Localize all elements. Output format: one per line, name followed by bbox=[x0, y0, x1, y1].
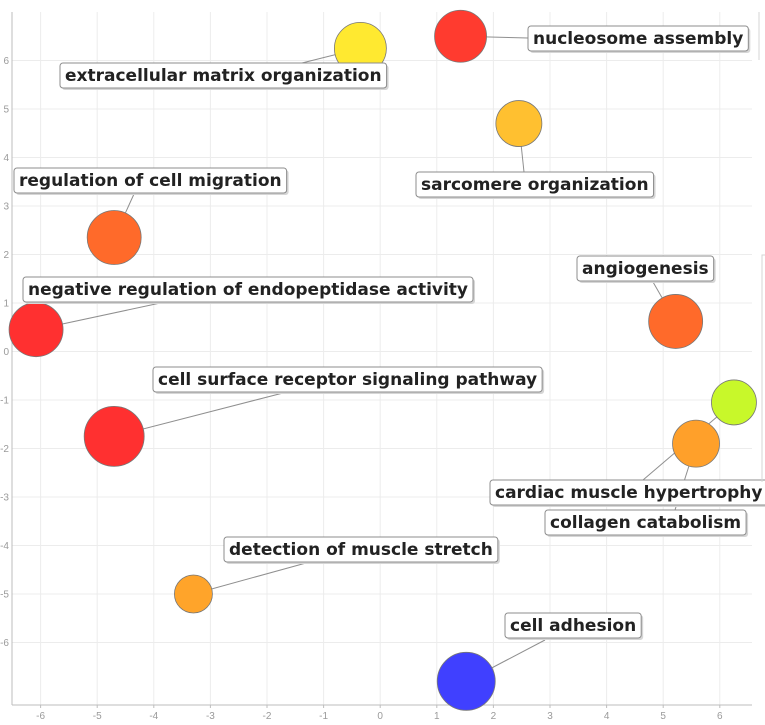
bubble-labels: nucleosome assembly extracellular matrix … bbox=[13, 25, 765, 640]
x-tick-label: 5 bbox=[660, 711, 666, 722]
bubbles bbox=[8, 9, 757, 711]
bubble-label[interactable]: sarcomere organization bbox=[415, 171, 656, 199]
bubble-label[interactable]: angiogenesis bbox=[576, 255, 716, 283]
label-box bbox=[223, 536, 499, 563]
bubble-label[interactable]: regulation of cell migration bbox=[13, 167, 289, 195]
bubble-point[interactable] bbox=[86, 210, 142, 265]
bubble-label[interactable]: cell surface receptor signaling pathway bbox=[152, 366, 545, 394]
y-tick-label: -2 bbox=[0, 444, 9, 455]
label-box bbox=[22, 276, 474, 303]
bubble-point[interactable] bbox=[8, 302, 64, 358]
y-tick-label: -5 bbox=[0, 590, 9, 601]
bubble-point[interactable] bbox=[436, 651, 496, 711]
label-box bbox=[59, 62, 388, 89]
bubble-label-text: cell surface receptor signaling pathway bbox=[158, 370, 537, 390]
label-box bbox=[576, 255, 715, 282]
y-tick-label: 2 bbox=[3, 250, 9, 261]
side-panel-edge bbox=[758, 12, 765, 482]
bubble-label-text: extracellular matrix organization bbox=[65, 66, 382, 86]
x-tick-label: -3 bbox=[206, 711, 215, 722]
bubble-label-text: detection of muscle stretch bbox=[229, 540, 493, 560]
bubble-point[interactable] bbox=[495, 100, 543, 147]
bubble-label[interactable]: detection of muscle stretch bbox=[223, 536, 500, 564]
y-tick-label: 1 bbox=[3, 299, 9, 310]
leader-line bbox=[193, 562, 307, 595]
bubble-point[interactable] bbox=[648, 294, 704, 349]
bubble-label[interactable]: cell adhesion bbox=[504, 612, 644, 640]
bubble-point[interactable] bbox=[711, 379, 757, 426]
y-tick-label: -4 bbox=[0, 541, 9, 552]
x-tick-label: 6 bbox=[717, 711, 723, 722]
x-tick-label: 1 bbox=[434, 711, 440, 722]
bubble-label-text: angiogenesis bbox=[582, 259, 709, 279]
y-tick-label: -1 bbox=[0, 396, 9, 407]
y-tick-label: 3 bbox=[3, 202, 9, 213]
label-box bbox=[504, 612, 642, 639]
y-tick-label: 5 bbox=[3, 105, 9, 116]
bubble-label-text: negative regulation of endopeptidase act… bbox=[28, 280, 468, 300]
label-box bbox=[527, 25, 749, 52]
bubble-label[interactable]: collagen catabolism bbox=[544, 509, 749, 537]
x-tick-label: 0 bbox=[377, 711, 383, 722]
x-tick-label: -6 bbox=[36, 711, 45, 722]
bubble-label[interactable]: cardiac muscle hypertrophy bbox=[489, 479, 765, 507]
x-tick-label: -1 bbox=[319, 711, 328, 722]
x-tick-label: 2 bbox=[491, 711, 497, 722]
bubble-label[interactable]: negative regulation of endopeptidase act… bbox=[22, 276, 476, 304]
x-tick-label: -4 bbox=[149, 711, 158, 722]
y-tick-label: 4 bbox=[3, 153, 9, 164]
bubble-label-text: cardiac muscle hypertrophy bbox=[495, 483, 763, 503]
label-box bbox=[13, 167, 288, 194]
leader-lines bbox=[35, 35, 735, 682]
bubble-label-text: sarcomere organization bbox=[421, 175, 649, 195]
y-tick-label: 6 bbox=[3, 56, 9, 67]
bubble-point[interactable] bbox=[672, 419, 720, 468]
label-box bbox=[544, 509, 747, 536]
x-tick-label: -2 bbox=[263, 711, 272, 722]
y-tick-label: -3 bbox=[0, 493, 9, 504]
bubble-label-text: regulation of cell migration bbox=[19, 171, 282, 191]
bubble-point[interactable] bbox=[434, 9, 487, 63]
side-panel-border bbox=[761, 254, 765, 482]
x-tick-label: 4 bbox=[604, 711, 610, 722]
label-box bbox=[152, 366, 543, 393]
label-box bbox=[415, 171, 655, 198]
y-tick-label: -6 bbox=[0, 638, 9, 649]
bubble-label-text: collagen catabolism bbox=[550, 513, 741, 533]
label-box bbox=[489, 479, 765, 506]
bubble-label-text: nucleosome assembly bbox=[533, 29, 743, 49]
bubble-point[interactable] bbox=[83, 405, 145, 467]
bubble-label[interactable]: nucleosome assembly bbox=[527, 25, 751, 53]
x-tick-label: -5 bbox=[93, 711, 102, 722]
bubble-label[interactable]: extracellular matrix organization bbox=[59, 62, 389, 90]
bubble-point[interactable] bbox=[174, 574, 213, 614]
bubble-label-text: cell adhesion bbox=[510, 616, 636, 636]
x-tick-label: 3 bbox=[547, 711, 553, 722]
y-tick-label: 0 bbox=[3, 347, 9, 358]
axes: -6 -5 -4 -3 -2 -1 0 1 2 3 4 5 6 -6 -5 -4 -3 -2 -1 0 1 2 3 4 5 6 bbox=[0, 12, 752, 722]
grid bbox=[12, 12, 752, 705]
